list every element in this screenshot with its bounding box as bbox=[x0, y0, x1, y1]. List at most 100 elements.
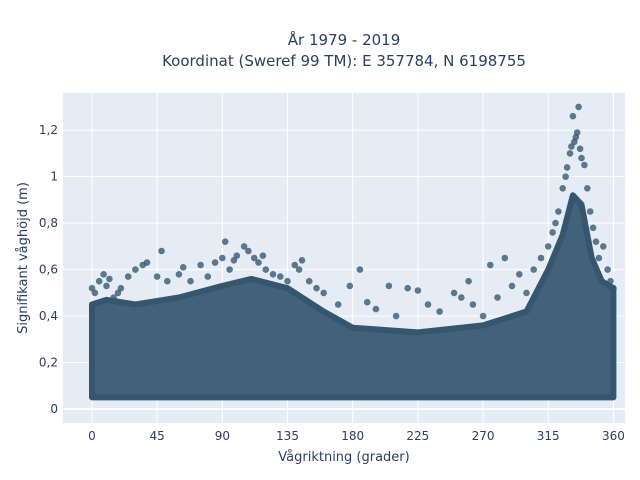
data-point bbox=[516, 271, 523, 278]
y-tick-label: 0,2 bbox=[39, 356, 58, 370]
x-tick-label: 90 bbox=[215, 429, 230, 443]
data-point bbox=[240, 243, 248, 250]
y-axis-ticks: 0 0,2 0,4 0,6 0,8 1 1,2 bbox=[39, 123, 58, 416]
data-point bbox=[385, 282, 393, 290]
data-point bbox=[607, 277, 614, 285]
data-point bbox=[211, 259, 219, 266]
data-point bbox=[479, 312, 487, 320]
y-tick-label: 0,8 bbox=[39, 216, 58, 230]
data-point bbox=[298, 257, 306, 264]
data-point bbox=[424, 301, 432, 308]
data-point bbox=[563, 164, 571, 171]
data-point bbox=[106, 275, 113, 283]
data-point bbox=[284, 277, 291, 285]
data-point bbox=[575, 103, 582, 111]
data-point bbox=[436, 308, 443, 315]
data-point bbox=[600, 243, 607, 250]
data-point bbox=[179, 264, 187, 271]
data-point bbox=[604, 266, 611, 273]
data-point bbox=[450, 289, 458, 297]
data-point bbox=[124, 273, 132, 280]
data-point bbox=[259, 252, 267, 259]
data-point bbox=[291, 261, 299, 269]
data-point bbox=[581, 161, 588, 169]
data-point bbox=[110, 294, 117, 301]
data-point bbox=[586, 208, 594, 215]
data-point bbox=[153, 273, 161, 280]
x-tick-label: 225 bbox=[406, 429, 429, 443]
data-point bbox=[592, 238, 600, 245]
data-point bbox=[103, 282, 110, 290]
y-tick-label: 0,4 bbox=[39, 309, 58, 323]
data-point bbox=[221, 238, 229, 245]
data-point bbox=[277, 273, 284, 280]
data-point bbox=[584, 185, 591, 192]
data-point bbox=[245, 247, 252, 255]
y-axis-title: Signifikant våghöjd (m) bbox=[16, 182, 31, 334]
data-point bbox=[595, 254, 603, 262]
data-point bbox=[320, 289, 328, 297]
data-point bbox=[392, 312, 400, 320]
data-point bbox=[226, 266, 233, 273]
data-point bbox=[469, 301, 477, 308]
data-point bbox=[305, 277, 313, 285]
data-point bbox=[219, 254, 226, 262]
data-point bbox=[537, 254, 545, 262]
data-point bbox=[233, 252, 241, 259]
data-point bbox=[269, 271, 277, 278]
data-point bbox=[566, 150, 574, 157]
x-tick-label: 360 bbox=[602, 429, 625, 443]
data-point bbox=[549, 229, 556, 236]
data-point bbox=[158, 247, 165, 255]
data-density-band bbox=[89, 192, 617, 401]
dense-band bbox=[89, 192, 617, 401]
chart-title-line-1: År 1979 - 2019 bbox=[288, 30, 401, 49]
x-tick-label: 45 bbox=[150, 429, 165, 443]
data-point bbox=[132, 266, 139, 273]
data-point bbox=[610, 284, 617, 292]
data-point bbox=[589, 224, 597, 232]
data-points bbox=[88, 103, 617, 320]
y-tick-label: 0 bbox=[50, 402, 58, 416]
data-point bbox=[372, 305, 380, 313]
x-tick-label: 180 bbox=[341, 429, 364, 443]
y-tick-label: 1,2 bbox=[39, 123, 58, 137]
data-point bbox=[91, 289, 99, 297]
data-point bbox=[197, 261, 204, 269]
data-point bbox=[164, 277, 171, 285]
data-point bbox=[530, 266, 537, 273]
data-point bbox=[562, 173, 569, 180]
data-point bbox=[143, 259, 151, 266]
data-point bbox=[95, 277, 103, 285]
chart-title-line-2: Koordinat (Sweref 99 TM): E 357784, N 61… bbox=[162, 52, 526, 70]
data-point bbox=[262, 266, 270, 273]
data-point bbox=[555, 208, 562, 215]
x-axis-ticks: 0 45 90 135 180 225 270 315 360 bbox=[88, 429, 625, 443]
data-point bbox=[404, 284, 412, 292]
x-tick-label: 270 bbox=[472, 429, 495, 443]
data-point bbox=[313, 284, 320, 292]
data-point bbox=[363, 298, 371, 306]
data-point bbox=[578, 154, 585, 162]
data-point bbox=[559, 185, 566, 192]
x-axis-title: Vågriktning (grader) bbox=[278, 450, 409, 465]
data-point bbox=[334, 301, 342, 308]
x-tick-label: 0 bbox=[88, 429, 96, 443]
data-point bbox=[414, 287, 422, 294]
data-point bbox=[295, 266, 303, 273]
x-tick-label: 135 bbox=[276, 429, 299, 443]
data-point bbox=[175, 271, 183, 278]
data-point bbox=[508, 282, 516, 290]
data-point bbox=[573, 129, 581, 136]
data-point bbox=[356, 266, 364, 273]
data-point bbox=[552, 219, 559, 227]
data-point bbox=[487, 261, 494, 269]
data-point bbox=[544, 243, 552, 250]
data-point bbox=[465, 277, 472, 285]
data-point bbox=[100, 271, 107, 278]
y-tick-label: 0,6 bbox=[39, 263, 58, 277]
data-point bbox=[346, 282, 354, 290]
data-point bbox=[523, 289, 530, 297]
data-point bbox=[458, 294, 465, 301]
